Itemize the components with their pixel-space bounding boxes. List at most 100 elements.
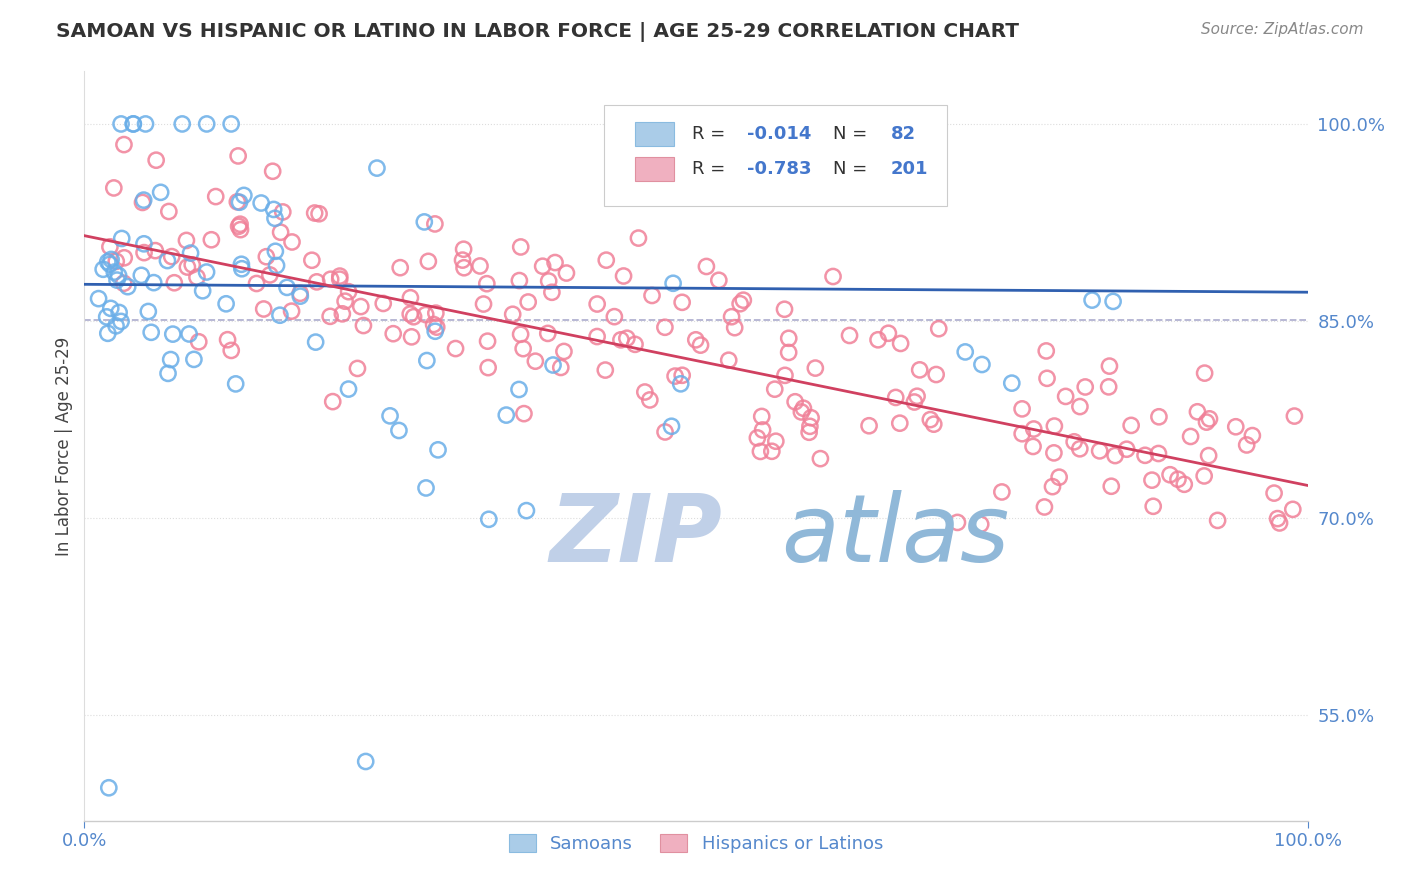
Point	[132, 193, 155, 207]
Point	[1284, 409, 1306, 423]
Text: R =: R =	[692, 125, 731, 143]
Point	[1147, 409, 1170, 424]
Point	[263, 202, 285, 217]
Point	[132, 245, 155, 260]
Text: 82: 82	[890, 125, 915, 143]
Point	[531, 259, 554, 273]
Point	[800, 410, 823, 425]
Point	[1206, 513, 1229, 527]
Point	[778, 345, 800, 359]
Point	[264, 211, 287, 226]
Point	[149, 186, 172, 200]
Point	[231, 257, 253, 271]
Point	[1081, 293, 1104, 307]
Point	[595, 253, 617, 268]
Point	[181, 258, 204, 272]
Text: N =: N =	[832, 125, 873, 143]
Text: ZIP: ZIP	[550, 490, 723, 582]
Point	[105, 254, 128, 268]
Point	[426, 320, 449, 334]
Point	[177, 326, 200, 341]
Point	[97, 255, 120, 269]
Point	[1022, 440, 1045, 454]
Point	[163, 276, 186, 290]
Point	[337, 382, 360, 396]
Point	[1069, 442, 1091, 456]
Point	[468, 259, 491, 273]
Point	[586, 329, 609, 343]
Point	[517, 295, 540, 310]
Point	[624, 337, 647, 351]
Point	[1225, 419, 1247, 434]
Point	[1268, 516, 1291, 530]
Point	[1063, 434, 1085, 449]
Point	[112, 137, 135, 152]
Point	[319, 310, 342, 324]
Text: atlas: atlas	[782, 491, 1010, 582]
Point	[765, 434, 787, 449]
Point	[502, 307, 524, 321]
Point	[96, 310, 118, 324]
Point	[641, 288, 664, 302]
Point	[955, 345, 977, 359]
Point	[103, 265, 125, 279]
Point	[423, 217, 446, 231]
Point	[382, 326, 405, 341]
Point	[970, 358, 993, 372]
Point	[378, 409, 401, 423]
Point	[778, 331, 800, 345]
Point	[925, 368, 948, 382]
Point	[1022, 422, 1045, 436]
Point	[1033, 500, 1056, 514]
Point	[1069, 400, 1091, 414]
Point	[508, 383, 530, 397]
Point	[350, 300, 373, 314]
Point	[728, 296, 751, 310]
Point	[111, 231, 134, 245]
Point	[131, 195, 153, 210]
Point	[110, 117, 132, 131]
Point	[269, 308, 291, 322]
Point	[799, 419, 821, 434]
Point	[399, 307, 422, 321]
Point	[131, 268, 153, 283]
Point	[98, 257, 121, 271]
Point	[515, 503, 537, 517]
Point	[259, 268, 281, 282]
Point	[808, 451, 831, 466]
Point	[478, 512, 501, 526]
Point	[352, 318, 374, 333]
Point	[550, 360, 572, 375]
Point	[1142, 500, 1164, 514]
Point	[112, 277, 135, 291]
Point	[270, 225, 292, 239]
Point	[970, 517, 993, 532]
Point	[634, 384, 657, 399]
Point	[1167, 472, 1189, 486]
Point	[402, 310, 425, 324]
Point	[232, 188, 254, 202]
Point	[135, 117, 157, 131]
Point	[662, 277, 685, 291]
Point	[1147, 446, 1170, 460]
Point	[180, 246, 202, 260]
Point	[707, 273, 730, 287]
Point	[763, 382, 786, 396]
Point	[176, 260, 198, 274]
Point	[1088, 443, 1111, 458]
Point	[305, 335, 328, 350]
Point	[195, 117, 218, 131]
Point	[451, 253, 474, 268]
Point	[724, 320, 747, 334]
Point	[638, 392, 661, 407]
Point	[290, 289, 312, 303]
Point	[749, 444, 772, 458]
Point	[187, 334, 209, 349]
Point	[183, 352, 205, 367]
Point	[219, 343, 242, 358]
Point	[425, 306, 447, 320]
Point	[204, 189, 226, 203]
Point	[555, 266, 578, 280]
Text: R =: R =	[692, 160, 731, 178]
Point	[160, 250, 183, 264]
